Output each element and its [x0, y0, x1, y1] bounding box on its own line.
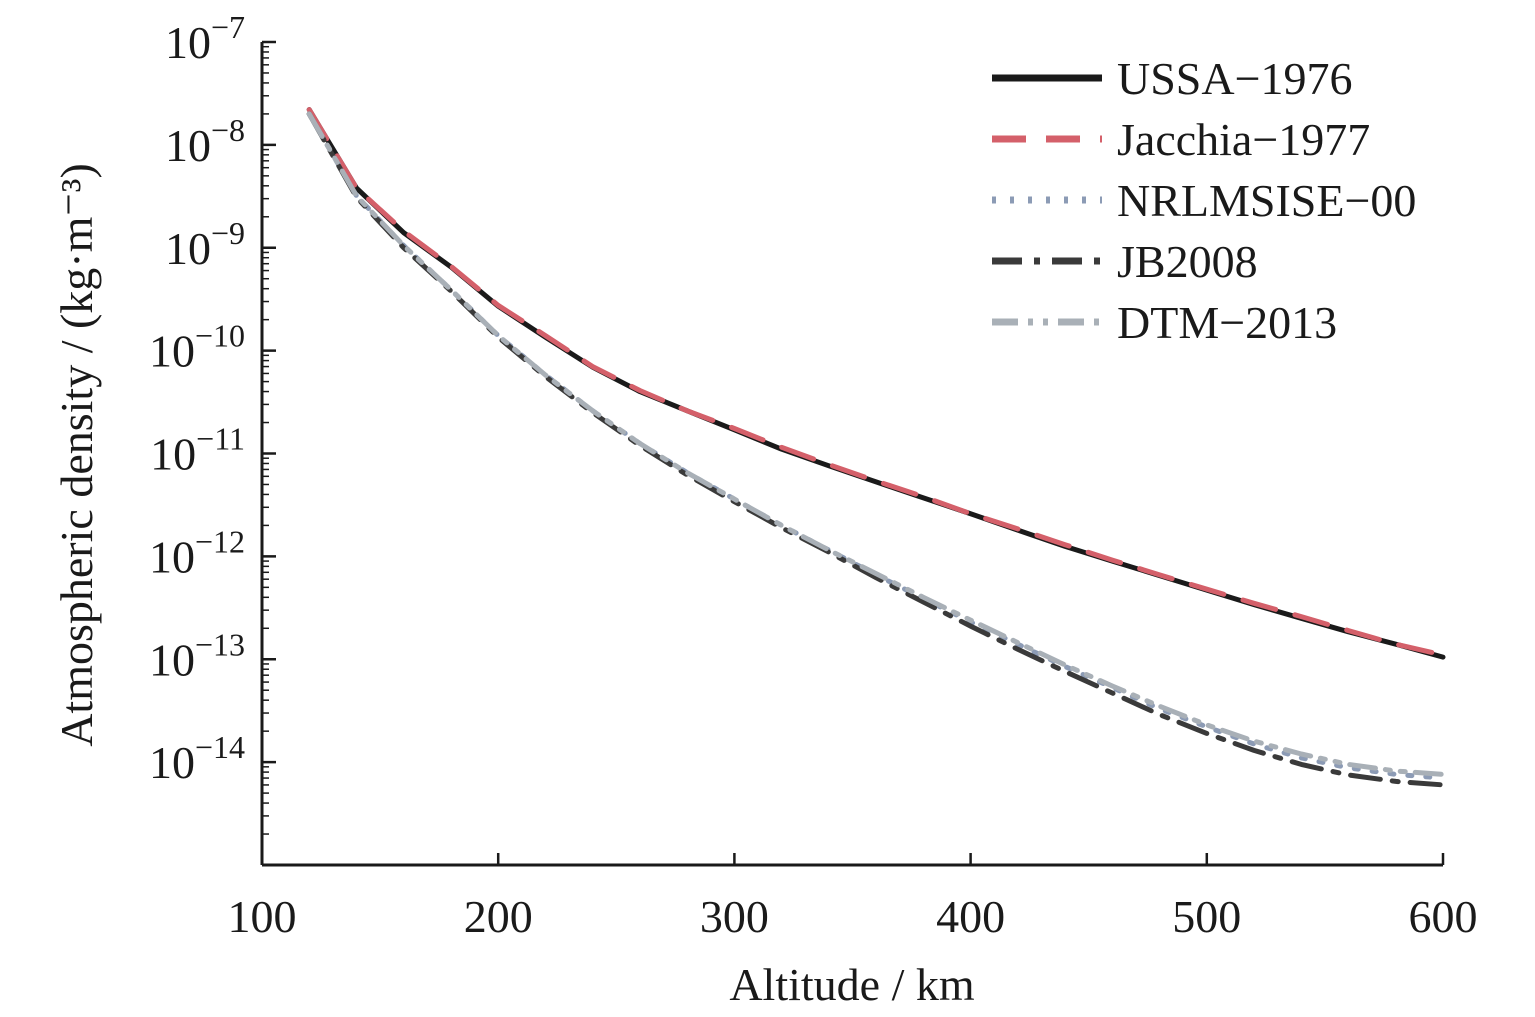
series-line-4	[306, 111, 1446, 788]
y-tick-label: 10−11	[150, 421, 245, 480]
y-tick-label: 10−14	[149, 729, 245, 788]
series-line-5	[306, 111, 1446, 777]
legend-label: Jacchia−1977	[1117, 114, 1370, 165]
x-tick-label: 300	[700, 891, 769, 942]
y-tick-label: 10−13	[149, 626, 245, 685]
x-tick-label: 600	[1409, 891, 1478, 942]
legend-label: DTM−2013	[1117, 297, 1337, 348]
x-axis-title: Altitude / km	[729, 959, 975, 1010]
y-axis-title: Atmospheric density / (kg·m⁻³)	[51, 163, 102, 747]
y-tick-label: 10−7	[165, 9, 245, 68]
series-layer	[306, 107, 1446, 788]
y-tick-label: 10−10	[149, 318, 245, 377]
series-line-2	[306, 107, 1446, 658]
legend: USSA−1976 Jacchia−1977 NRLMSISE−00 JB2008 DT…	[992, 53, 1416, 348]
x-tick-label: 200	[464, 891, 533, 942]
axes: 100 200 300 400 500 600 10−7 10−8 10−9 10−10 10−11…	[149, 9, 1478, 942]
legend-label: JB2008	[1117, 236, 1258, 287]
x-tick-label: 500	[1172, 891, 1241, 942]
x-tick-label: 100	[228, 891, 297, 942]
y-tick-label: 10−12	[149, 523, 245, 582]
x-tick-label: 400	[936, 891, 1005, 942]
y-tick-label: 10−9	[165, 215, 245, 274]
legend-label: NRLMSISE−00	[1117, 175, 1416, 226]
legend-label: USSA−1976	[1117, 53, 1353, 104]
y-tick-label: 10−8	[165, 112, 245, 171]
